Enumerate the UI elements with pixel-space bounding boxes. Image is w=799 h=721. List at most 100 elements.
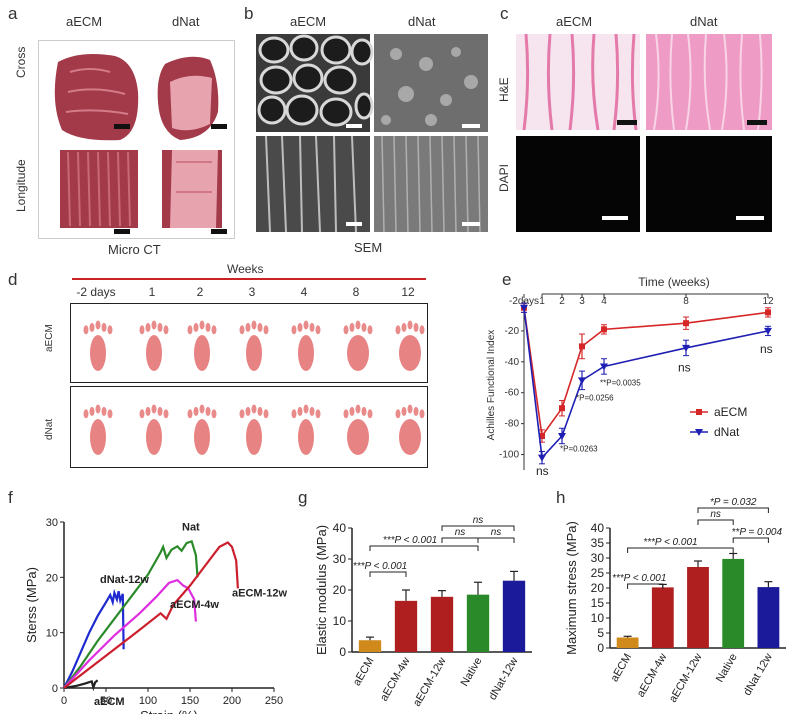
chart-g-ytick-label: 40: [333, 521, 347, 535]
chart-h-sig-bracket: [627, 547, 734, 553]
footprint: [83, 320, 113, 371]
chart-e-point: [558, 433, 566, 440]
footprint-toe: [407, 320, 413, 330]
scale-bar: [617, 120, 637, 125]
footprint-box-dnat: [70, 386, 428, 468]
footprint-toe: [291, 325, 297, 335]
footprint-toe: [355, 404, 361, 414]
panel-c-row1: H&E: [497, 77, 511, 102]
scale-bar: [462, 222, 480, 226]
footprint-toe: [193, 406, 199, 416]
weeks-column-label: 4: [300, 285, 308, 299]
chart-h-ytick-label: 5: [597, 626, 604, 640]
chart-f-xtick-label: 200: [223, 695, 241, 707]
chart-e-annotation: *P=0.0263: [560, 445, 598, 454]
footprint: [291, 404, 321, 455]
scale-bar: [114, 124, 130, 129]
chart-e-ytick-label: -40: [505, 357, 520, 368]
weeks-header: Weeks: [227, 262, 264, 276]
chart-e-annotation: ns: [760, 342, 773, 356]
chart-h-bar: [687, 567, 709, 648]
panel-label-a: a: [8, 4, 18, 23]
chart-f-xtick-label: 100: [139, 695, 157, 707]
chart-g-category-label: aECM-12w: [411, 655, 449, 708]
chart-f-series-line: [63, 541, 239, 689]
footprint-sole: [347, 335, 369, 371]
weeks-column-label: 12: [401, 285, 415, 299]
chart-e-point: [538, 454, 546, 462]
footprint: [395, 404, 425, 455]
chart-e-xtick-label: 12: [762, 296, 774, 307]
panel-b-col2: dNat: [408, 14, 436, 29]
footprint-toe: [407, 404, 413, 414]
footprint-sole: [90, 419, 106, 455]
footprint-toe: [107, 325, 113, 335]
footprint-toe: [349, 322, 355, 332]
chart-e-point: [682, 344, 690, 352]
chart-e-annotation: ns: [536, 464, 549, 478]
footprint-toe: [349, 406, 355, 416]
panel-d-row2: dNat: [44, 418, 55, 440]
footprint-toe: [101, 406, 107, 416]
footprint: [343, 320, 373, 371]
footprint-toe: [303, 320, 309, 330]
footprint-box-aecm: [70, 303, 428, 383]
footprint-toe: [343, 325, 349, 335]
chart-g-bar: [394, 600, 418, 652]
chart-g-category-label: Native: [459, 656, 485, 689]
weeks-column-label: 1: [148, 285, 156, 299]
chart-f-xtick-label: 50: [100, 695, 112, 707]
chart-f-series-line: [63, 679, 99, 692]
footprint-toe: [297, 406, 303, 416]
chart-e-xtick-label: 8: [683, 296, 689, 307]
chart-e-point: [764, 327, 772, 335]
chart-g-bar: [502, 580, 526, 652]
chart-e-point: [578, 377, 586, 385]
chart-h-ytick-label: 35: [591, 536, 605, 550]
footprint: [139, 320, 169, 371]
footprint-toe: [361, 322, 367, 332]
footprint-toe: [211, 325, 217, 335]
footprint-toe: [89, 322, 95, 332]
scale-bar: [211, 124, 227, 129]
chart-h-ylabel: Maximum stress (MPa): [564, 521, 579, 655]
footprint-toe: [163, 325, 169, 335]
footprint-toe: [309, 322, 315, 332]
footprint-sole: [298, 419, 314, 455]
footprint-toe: [205, 322, 211, 332]
scale-bar: [346, 222, 362, 226]
footprint-toe: [199, 320, 205, 330]
chart-e-point: [539, 433, 545, 439]
footprint-toe: [251, 320, 257, 330]
footprint-toe: [343, 409, 349, 419]
chart-h-sig-label: **P = 0.004: [732, 527, 783, 538]
chart-h-ytick-label: 40: [591, 521, 605, 535]
chart-h-sig-bracket: [732, 537, 769, 543]
chart-g-bar: [430, 596, 454, 652]
chart-h-sig-bracket: [697, 519, 734, 525]
scale-bar: [211, 229, 227, 234]
chart-f-series-line: [63, 588, 125, 689]
chart-f-ytick-label: 30: [46, 517, 58, 529]
footprint-toe: [309, 406, 315, 416]
chart-e-xtick-label: 4: [601, 296, 607, 307]
footprint: [239, 320, 269, 371]
chart-e-xtick-label: 1: [539, 296, 545, 307]
footprint-toe: [199, 404, 205, 414]
chart-e-ytick-label: -60: [505, 388, 520, 399]
footprint-toe: [245, 406, 251, 416]
footprint: [83, 404, 113, 455]
chart-f-xtick-label: 250: [265, 695, 283, 707]
footprint-toe: [413, 406, 419, 416]
footprint-sole: [246, 335, 262, 371]
footprint-toe: [151, 404, 157, 414]
chart-g-category-label: aECM-4w: [378, 655, 413, 703]
weeks-columns: -2 days 1 2 3 4 8 12: [68, 285, 428, 301]
chart-e-legend-label: aECM: [714, 405, 747, 419]
panel-b-col1: aECM: [290, 14, 327, 29]
footprint-toe: [419, 409, 425, 419]
footprint-toe: [95, 320, 101, 330]
chart-e-ytick-label: -100: [499, 450, 519, 461]
chart-g-sig-label: ***P < 0.001: [353, 561, 407, 572]
chart-e-point: [601, 326, 607, 333]
